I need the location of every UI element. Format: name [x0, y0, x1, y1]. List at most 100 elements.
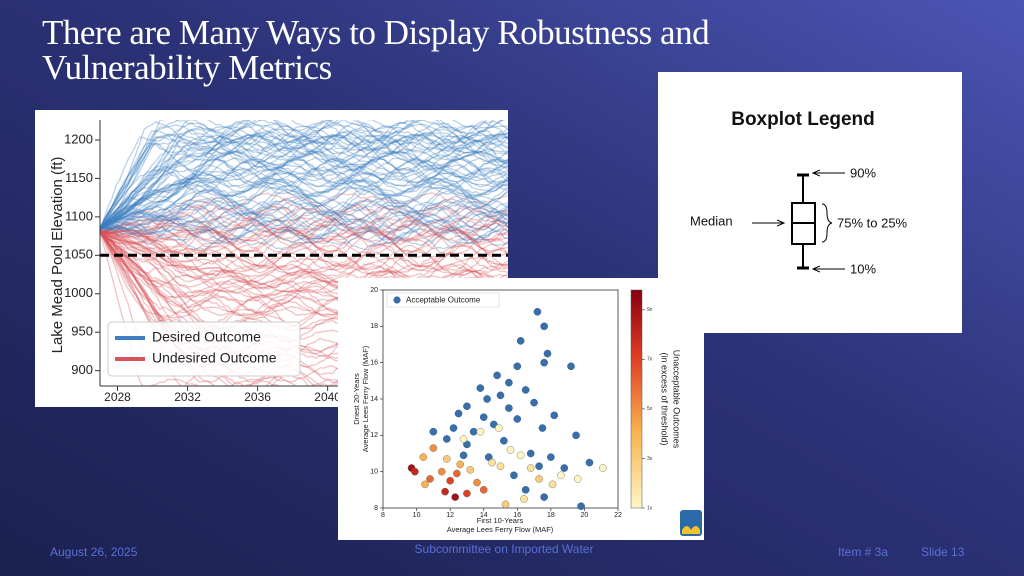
acceptable-point [469, 427, 478, 436]
trace [100, 122, 508, 230]
trace [100, 231, 508, 277]
unacceptable-point [442, 455, 451, 463]
trace [100, 120, 504, 229]
trace [100, 213, 508, 245]
colorbar [630, 289, 643, 509]
trace [100, 134, 508, 228]
acceptable-point [521, 486, 530, 494]
boxplot-legend-image: Boxplot Legend 90% Median 75% to 25% 10% [658, 72, 962, 333]
trace [100, 168, 508, 229]
trace [100, 150, 508, 230]
trace [100, 157, 508, 231]
p90-label: 90% [850, 165, 876, 180]
trace [100, 139, 508, 229]
unacceptable-point [526, 464, 535, 472]
unacceptable-point [466, 466, 475, 474]
acceptable-point [483, 395, 491, 403]
x-tick-label: 16 [513, 512, 521, 519]
trace [100, 163, 508, 231]
unacceptable-point [456, 460, 465, 469]
acceptable-point [577, 502, 585, 510]
trace [100, 128, 508, 228]
trace [100, 178, 508, 229]
trace [100, 120, 504, 230]
unacceptable-point [495, 424, 503, 432]
x-tick-label: 10 [413, 512, 421, 519]
acceptable-point [463, 440, 471, 449]
trace [100, 163, 508, 230]
trace [100, 123, 508, 229]
acceptable-point [585, 458, 594, 467]
trace [100, 130, 508, 230]
trace [100, 157, 508, 228]
trace [100, 134, 508, 229]
trace [100, 205, 508, 233]
trace [100, 201, 508, 230]
y-tick-label: 1200 [64, 131, 93, 146]
unacceptable-point [501, 500, 510, 509]
trace [100, 195, 508, 230]
acceptable-point [513, 362, 522, 371]
boxplot-glyph [791, 173, 816, 270]
acceptable-point [476, 384, 485, 392]
trace [100, 204, 508, 231]
trace [100, 193, 508, 230]
unacceptable-point [479, 486, 488, 494]
unacceptable-point [411, 467, 419, 476]
x-tick-label: 2040 [314, 390, 341, 404]
trace [100, 227, 508, 243]
colorbar-tick-label: 1x [647, 505, 653, 511]
y-tick-label: 18 [370, 323, 378, 330]
x-tick-label: 2036 [244, 390, 271, 404]
trace [100, 177, 508, 230]
x-tick-label: 20 [581, 512, 589, 519]
trace [100, 133, 508, 228]
trace [100, 150, 508, 229]
iqr-label: 75% to 25% [837, 215, 908, 230]
x-tick-label: 18 [547, 512, 555, 519]
callouts [752, 173, 845, 269]
x-tick-label: 22 [614, 512, 622, 519]
acceptable-point [533, 307, 542, 316]
trace [100, 158, 508, 230]
trace [100, 203, 508, 232]
acceptable-point [500, 436, 508, 445]
trace [100, 210, 508, 231]
acceptable-point [530, 398, 538, 407]
y-tick-label: 8 [374, 505, 378, 512]
footer-item: Item # 3a [838, 545, 888, 559]
unacceptable-point [548, 480, 557, 489]
acceptable-point [459, 451, 468, 460]
trace [100, 166, 508, 229]
trace [100, 198, 508, 230]
colorbar-tick-label: 5x [647, 406, 653, 412]
trace [100, 154, 508, 231]
trace [100, 124, 508, 231]
acceptable-point [429, 427, 438, 436]
trace [100, 229, 508, 277]
acceptable-point [442, 435, 451, 443]
y-tick-label: 20 [370, 287, 378, 294]
trace [100, 226, 508, 246]
colorbar-label: Unacceptable Outcomes [672, 350, 682, 449]
line-chart-image: Lake Mead Pool Elevation (ft) 900 950 1000… [35, 110, 508, 407]
slide-title: Vulnerability Metrics [42, 48, 332, 87]
trace [100, 225, 508, 251]
trace [100, 220, 508, 242]
acceptable-point [540, 322, 548, 331]
y-tick-label: 10 [370, 469, 378, 476]
acceptable-point [454, 409, 463, 418]
trace [100, 212, 508, 235]
trace [100, 156, 508, 229]
unacceptable-point [463, 489, 471, 498]
acceptable-point [538, 424, 547, 432]
legend-swatch [393, 296, 401, 304]
legend-box [107, 321, 301, 377]
trace [100, 136, 508, 229]
acceptable-point [496, 391, 505, 400]
slide-title: There are Many Ways to Display Robustnes… [42, 13, 710, 52]
scatter-chart-image: First 10-Years Average Lees Ferry Flow (… [338, 278, 704, 540]
colorbar-label: (in excess of threshold) [660, 352, 670, 445]
y-tick-label: 16 [370, 360, 378, 367]
legend-box [386, 292, 500, 308]
